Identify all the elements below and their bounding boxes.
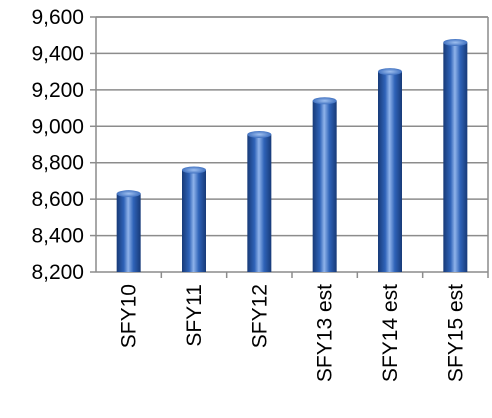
plot-area [95,16,489,272]
x-category-label: SFY14 est [379,284,402,382]
bar-body [182,170,206,272]
y-tick-label: 9,000 [31,115,84,138]
y-tick-label: 8,200 [31,261,84,284]
bar [116,190,141,272]
bar-body [247,134,272,272]
x-axis-labels: SFY10 SFY11 SFY12 SFY13 est SFY14 est SFY15 e… [118,272,489,382]
y-tick-label: 8,600 [31,188,84,211]
y-axis-ticks: 8,200 8,400 8,600 8,800 9,000 9,200 9,400 9,600 [31,6,96,284]
x-category-label: SFY13 est [314,284,337,382]
bar-body [116,193,141,272]
bar-body [378,71,402,273]
y-tick-label: 9,600 [31,6,84,29]
bar-cap [312,97,337,105]
x-category-label: SFY15 est [444,284,467,382]
bar-cap [378,68,402,76]
x-category-label: SFY10 [118,284,141,348]
bar-cap [182,166,206,174]
bar [443,39,468,272]
x-category-label: SFY12 [248,284,271,348]
bar-body [312,100,337,273]
bar-cap [443,39,468,46]
bar-cap [247,130,272,138]
bar [182,166,206,272]
y-tick-label: 9,200 [31,79,84,102]
bar-cap [116,190,141,198]
x-category-label: SFY11 [183,284,206,347]
y-tick-label: 8,400 [31,225,84,248]
bars [116,39,468,273]
bar-body [443,42,468,272]
y-tick-label: 8,800 [31,152,84,175]
y-tick-label: 9,400 [31,42,84,65]
bar [378,68,402,273]
bar [312,97,337,273]
bar [247,130,272,272]
gridlines [96,16,488,273]
